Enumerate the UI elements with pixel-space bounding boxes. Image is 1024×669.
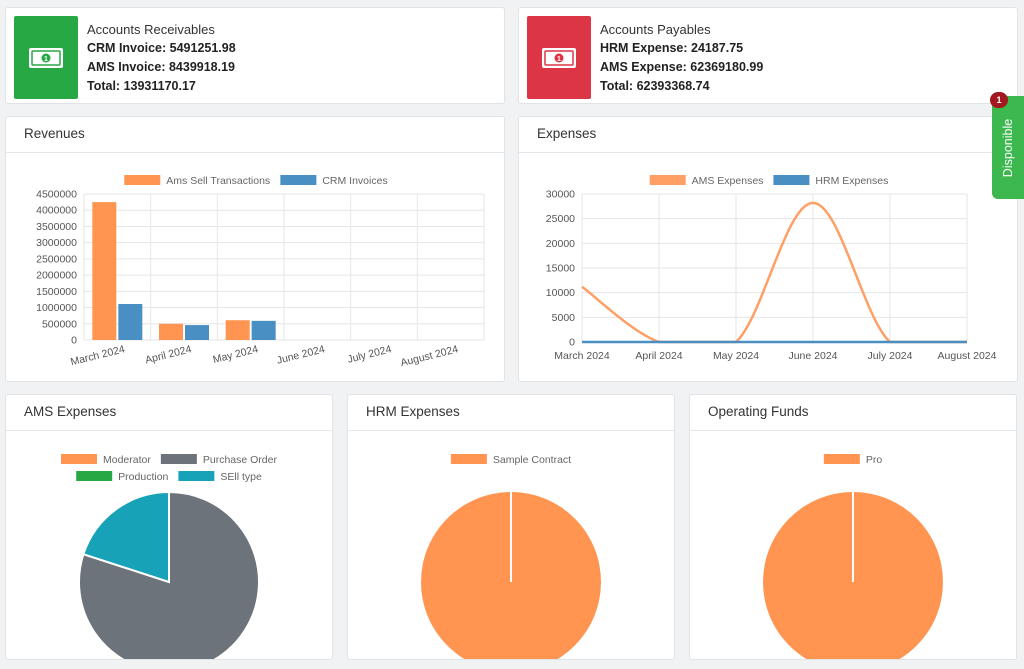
hrm-expenses-chart: Sample Contract [421,454,601,669]
svg-text:1: 1 [557,56,561,63]
legend-label: CRM Invoices [322,175,387,187]
series-line [581,201,967,344]
x-tick-label: May 2024 [713,350,759,362]
x-tick-label: July 2024 [868,350,913,362]
crm-invoice-value: CRM Invoice: 5491251.98 [87,41,236,55]
hrm-expenses-title: HRM Expenses [348,395,674,431]
bar [185,325,209,340]
operating-funds-title: Operating Funds [690,395,1016,431]
ams-expenses-title: AMS Expenses [6,395,332,431]
payables-icon-box: 1 [527,16,591,99]
x-tick-label: June 2024 [276,343,327,367]
x-tick-label: August 2024 [938,350,997,362]
y-tick-label: 5000 [552,312,576,324]
legend-swatch [450,454,487,464]
y-tick-label: 4500000 [36,189,77,201]
x-tick-label: June 2024 [788,350,837,362]
revenues-title: Revenues [6,117,504,153]
y-tick-label: 10000 [546,287,575,299]
legend-swatch [160,454,197,464]
bar [118,303,143,340]
legend-swatch [76,471,113,481]
y-tick-label: 0 [569,337,575,349]
pie-slice [82,490,170,584]
y-tick-label: 1000000 [36,302,77,314]
bar [159,323,183,340]
legend-label: Purchase Order [203,454,278,466]
ams-invoice-value: AMS Invoice: 8439918.19 [87,60,235,74]
y-tick-label: 2000000 [36,270,77,282]
y-tick-label: 1500000 [36,286,77,298]
money-bill-icon: 1 [542,47,576,68]
ams-expense-value: AMS Expense: 62369180.99 [600,60,764,74]
bar [92,202,117,340]
y-tick-label: 0 [71,335,77,347]
payables-title: Accounts Payables [600,22,711,37]
expenses-title: Expenses [519,117,1017,153]
legend-label: Sample Contract [493,454,571,466]
y-tick-label: 20000 [546,238,575,250]
money-bill-icon: 1 [29,47,63,68]
x-tick-label: March 2024 [554,350,610,362]
x-tick-label: April 2024 [144,343,193,366]
payables-total: Total: 62393368.74 [600,79,710,93]
legend-swatch [124,175,161,185]
y-tick-label: 4000000 [36,205,77,217]
y-tick-label: 3000000 [36,237,77,249]
bar [225,320,250,340]
legend-label: Ams Sell Transactions [166,175,270,187]
legend-label: AMS Expenses [692,175,764,187]
legend-label: Pro [866,454,883,466]
expenses-panel: Expenses AMS Expenses HRM Expenses 0 5000 10… [518,116,1018,382]
y-tick-label: 15000 [546,263,575,275]
y-tick-label: 25000 [546,213,575,225]
x-tick-label: March 2024 [69,343,126,368]
x-tick-label: May 2024 [212,343,260,366]
legend-swatch [178,471,215,481]
receivables-card: 1 Accounts Receivables CRM Invoice: 5491… [5,7,505,104]
ams-expenses-panel: AMS Expenses Moderator Purchase Order Prod… [5,394,333,669]
receivables-icon-box: 1 [14,16,78,99]
expenses-chart: AMS Expenses HRM Expenses 0 5000 10000 15000 2… [546,175,997,362]
hrm-expenses-panel: HRM Expenses Sample Contract [347,394,675,669]
legend-swatch [773,175,810,185]
notification-count-badge: 1 [990,92,1008,108]
disponible-label: Disponible [1001,118,1015,177]
receivables-title: Accounts Receivables [87,22,215,37]
x-tick-label: August 2024 [399,343,459,369]
payables-card: 1 Accounts Payables HRM Expense: 24187.7… [518,7,1018,104]
bar [251,320,276,340]
operating-funds-chart: Pro [763,454,943,669]
y-tick-label: 2500000 [36,253,77,265]
legend-label: HRM Expenses [815,175,888,187]
y-tick-label: 30000 [546,189,575,201]
operating-funds-panel: Operating Funds Pro [689,394,1017,669]
revenues-panel: Revenues Ams Sell Transactions CRM Invoic… [5,116,505,382]
legend-label: Production [118,471,168,483]
ams-expenses-chart: Moderator Purchase Order Production SEll ty… [61,454,278,669]
x-tick-label: April 2024 [635,350,682,362]
legend-swatch [61,454,98,464]
hrm-expense-value: HRM Expense: 24187.75 [600,41,744,55]
receivables-total: Total: 13931170.17 [87,79,196,93]
y-tick-label: 500000 [42,318,77,330]
svg-text:1: 1 [44,56,48,63]
legend-swatch [649,175,686,185]
revenues-chart: Ams Sell Transactions CRM Invoices 0 500000… [36,175,485,369]
legend-label: Moderator [103,454,151,466]
legend-swatch [280,175,317,185]
x-tick-label: July 2024 [346,343,393,366]
disponible-side-tab[interactable]: Disponible [992,96,1024,199]
y-tick-label: 3500000 [36,221,77,233]
legend-swatch [823,454,860,464]
legend-label: SEll type [220,471,262,483]
